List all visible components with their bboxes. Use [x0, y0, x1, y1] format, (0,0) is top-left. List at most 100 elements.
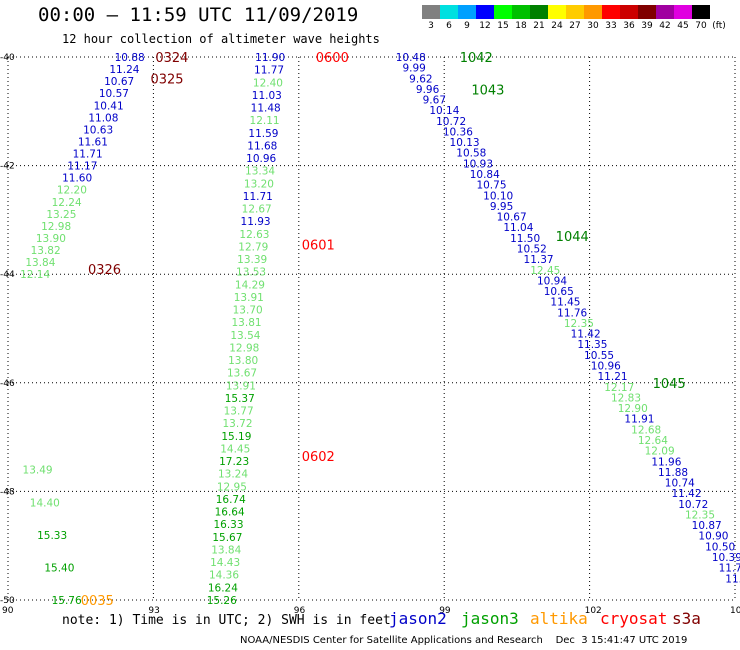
legend-label: 12 [479, 21, 491, 31]
pass-time-label: 0601 [302, 238, 335, 253]
legend-label: 27 [569, 21, 581, 31]
legend-swatch [458, 5, 476, 19]
wave-height-value: 13.67 [227, 368, 257, 380]
wave-height-value: 11.35 [577, 339, 607, 351]
pass-time-label: 1045 [653, 377, 686, 392]
y-tick-label: -40 [0, 53, 15, 63]
wave-height-value: 11.93 [241, 216, 271, 228]
wave-height-value: 15.37 [225, 393, 255, 405]
wave-height-value: 14.43 [210, 557, 240, 569]
pass-time-label: 0035 [81, 594, 114, 609]
wave-height-value: 11.71 [243, 191, 273, 203]
wave-height-value: 11.42 [671, 488, 701, 500]
wave-height-value: 13.54 [230, 330, 260, 342]
wave-height-value: 11.17 [67, 161, 97, 173]
wave-height-value: 10.84 [470, 169, 500, 181]
wave-height-value: 14.29 [235, 279, 265, 291]
wave-height-value: 13.72 [222, 418, 252, 430]
wave-height-value: 10.94 [537, 275, 567, 287]
wave-height-value: 16.64 [215, 507, 245, 519]
legend-label: 9 [464, 21, 470, 31]
wave-height-value: 10.57 [99, 88, 129, 100]
wave-height-value: 12.40 [253, 77, 283, 89]
wave-height-value: 14.45 [220, 443, 250, 455]
x-tick-label: 102 [585, 606, 602, 616]
wave-height-value: 12.17 [604, 382, 634, 394]
pass-time-label: 0602 [302, 450, 335, 465]
satellite-jason2: jason2 [389, 609, 447, 628]
wave-height-value: 11.88 [658, 467, 688, 479]
legend-unit: (ft) [712, 21, 726, 31]
wave-height-value: 11.77 [254, 65, 284, 77]
x-tick-label: 96 [294, 606, 306, 616]
wave-height-value: 10.96 [246, 153, 276, 165]
legend-swatch [548, 5, 566, 19]
legend-swatch [674, 5, 692, 19]
wave-height-value: 11.50 [510, 233, 540, 245]
wave-height-value: 10.72 [678, 499, 708, 511]
satellite-jason3: jason3 [461, 609, 519, 628]
wave-height-value: 11.71 [73, 149, 103, 161]
wave-height-value: 11.90 [255, 52, 285, 64]
pass-time-label: 0326 [88, 263, 121, 278]
wave-height-value: 13.82 [31, 245, 61, 257]
x-tick-label: 105 [730, 606, 740, 616]
wave-height-value: 12.68 [631, 424, 661, 436]
legend-label: 3 [428, 21, 434, 31]
wave-height-value: 15.76 [52, 595, 82, 607]
wave-height-value: 10.50 [705, 541, 735, 553]
wave-height-value: 10.41 [94, 100, 124, 112]
wave-height-value: 12.14 [20, 269, 50, 281]
wave-height-value: 11.45 [550, 297, 580, 309]
legend-swatch [692, 5, 710, 19]
wave-height-value: 16.33 [213, 519, 243, 531]
wave-height-value: 11.68 [247, 140, 277, 152]
legend-label: 70 [695, 21, 707, 31]
legend-swatch [656, 5, 674, 19]
wave-height-value: 13.49 [23, 465, 53, 477]
wave-height-value: 13.91 [226, 380, 256, 392]
y-tick-label: -42 [0, 162, 15, 172]
wave-height-value: 10.74 [665, 478, 695, 490]
wave-height-value: 10.13 [450, 137, 480, 149]
legend-swatch [566, 5, 584, 19]
wave-height-value: 11.70 [719, 563, 740, 575]
wave-height-value: 10.72 [436, 116, 466, 128]
wave-height-value: 12.35 [685, 509, 715, 521]
wave-height-value: 14.40 [30, 497, 60, 509]
wave-height-value: 12.09 [645, 446, 675, 458]
y-tick-label: -44 [0, 270, 15, 280]
wave-height-value: 10.67 [104, 76, 134, 88]
wave-height-value: 11.21 [598, 371, 628, 383]
wave-height-value: 10.67 [497, 212, 527, 224]
credit-line: NOAA/NESDIS Center for Satellite Applica… [240, 635, 688, 646]
legend-label: 39 [641, 21, 653, 31]
wave-height-value: 9.99 [402, 63, 425, 75]
legend-swatch [440, 5, 458, 19]
wave-height-value: 11.03 [252, 90, 282, 102]
wave-height-value: 12.79 [238, 241, 268, 253]
wave-height-value: 12.98 [229, 342, 259, 354]
wave-height-value: 13.84 [25, 257, 55, 269]
wave-height-value: 11.76 [557, 307, 587, 319]
legend-label: 42 [659, 21, 671, 31]
wave-height-value: 12.45 [530, 265, 560, 277]
legend-swatch [602, 5, 620, 19]
wave-height-value: 15.67 [212, 532, 242, 544]
wave-height-value: 13.34 [245, 166, 275, 178]
wave-height-value: 15.19 [221, 431, 251, 443]
wave-height-value: 10.52 [517, 243, 547, 255]
wave-height-value: 9.95 [490, 201, 513, 213]
x-tick-label: 90 [2, 606, 14, 616]
footnote: note: 1) Time is in UTC; 2) SWH is in fe… [62, 613, 391, 628]
wave-height-value: 10.88 [115, 52, 145, 64]
wave-height-value: 12.67 [242, 204, 272, 216]
legend-label: 24 [551, 21, 563, 31]
wave-height-value: 10.65 [544, 286, 574, 298]
wave-height-value: 12.98 [41, 221, 71, 233]
wave-height-value: 11.37 [524, 254, 554, 266]
satellite-s3a: s3a [672, 609, 701, 628]
pass-time-label: 0325 [150, 73, 183, 88]
wave-height-value: 12.83 [611, 392, 641, 404]
